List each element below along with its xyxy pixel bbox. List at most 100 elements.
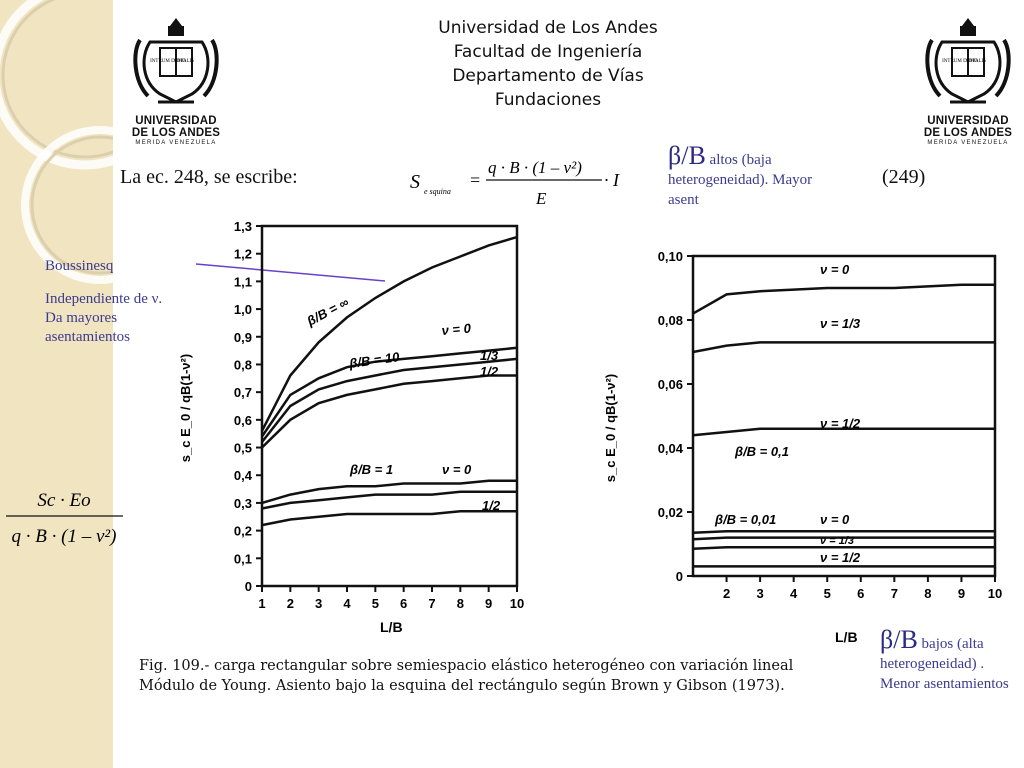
logo-text-de-los-andes: DE LOS ANDES — [131, 127, 221, 139]
x-axis-label: L/B — [380, 619, 403, 635]
y-tick-label: 1,2 — [234, 247, 252, 262]
y-tick-label: 0,9 — [234, 330, 252, 345]
formula-lhs-subscript: e squina — [424, 187, 451, 196]
x-tick-label: 10 — [510, 596, 524, 611]
equation-number: (249) — [882, 166, 926, 188]
curve-label-one: β/B = 1 — [349, 462, 393, 477]
x-tick-label: 4 — [790, 586, 798, 601]
book-right-text: SOTALIS — [966, 59, 986, 64]
x-tick-label: 2 — [287, 596, 294, 611]
x-tick-label: 3 — [315, 596, 322, 611]
y-tick-label: 0,3 — [234, 496, 252, 511]
curve-label-nu0bot: ν = 0 — [820, 512, 850, 527]
curve-label-nu13a: 1/3 — [480, 348, 499, 363]
figure-caption: Fig. 109.- carga rectangular sobre semie… — [139, 658, 794, 694]
curve-label-nu13: ν = 1/3 — [820, 316, 861, 331]
formula-equals: = — [470, 170, 480, 190]
y-tick-label: 0,4 — [234, 468, 253, 483]
series-line-2 — [692, 341, 995, 354]
series-line-6 — [692, 545, 995, 551]
y-tick-label: 0 — [245, 579, 252, 594]
series-line-1 — [260, 235, 518, 432]
header-faculty: Facultad de Ingeniería — [453, 42, 643, 62]
curve-label-nu12bot: ν = 1/2 — [820, 550, 861, 565]
formula-denominator: E — [535, 189, 547, 206]
curve-label-nu13bot: ν = 1/3 — [820, 535, 854, 547]
y-tick-label: 0,7 — [234, 385, 252, 400]
x-axis-label: L/B — [835, 629, 858, 645]
logo-text-universidad: UNIVERSIDAD — [927, 115, 1009, 127]
chart-high-heterogeneity: 0 0,1 0,2 0,3 0,4 0,5 0,6 0,7 0,8 0,9 1,0 1,1 1,2 1,3… — [178, 219, 524, 635]
y-tick-label: 0,2 — [234, 524, 252, 539]
y-axis-label: s_c E_0 / qB(1-ν²) — [178, 354, 193, 462]
settlement-formula: S e squina = q · B · (1 – ν²) E · I — [410, 158, 620, 206]
series-line-7 — [261, 509, 517, 527]
header-course: Fundaciones — [494, 90, 602, 110]
curve-label-nu12: ν = 1/2 — [820, 416, 861, 431]
annotation-low-beta-text: bajos (alta heterogeneidad) . Menor asen… — [880, 636, 1009, 692]
curve-label-nu12a: 1/2 — [480, 364, 499, 379]
y-tick-label: 0,06 — [658, 377, 683, 392]
series-line-1 — [692, 283, 995, 315]
series-line-4 — [692, 529, 995, 535]
x-tick-label: 8 — [924, 586, 931, 601]
logo-text-merida: MERIDA VENEZUELA — [135, 140, 217, 146]
x-tick-label: 5 — [824, 586, 831, 601]
curve-label-nu0top: ν = 0 — [820, 262, 850, 277]
independence-note: Independiente de ν. Da mayores asentamie… — [45, 291, 163, 345]
plot-frame — [691, 254, 997, 578]
curve-label-nu0b: ν = 0 — [442, 462, 472, 477]
chart-low-heterogeneity: 0 0,02 0,04 0,06 0,08 0,10 2 3 4 5 6 7 8 9 10 L/B s_c E_… — [603, 249, 1002, 645]
university-logo-right: INTRUM DEMO SOTALIS UNIVERSIDAD DE LOS A… — [922, 12, 1014, 152]
y-tick-label: 0,8 — [234, 357, 252, 372]
x-tick-label: 10 — [988, 586, 1002, 601]
x-tick-label: 6 — [857, 586, 864, 601]
logo-text-de-los-andes: DE LOS ANDES — [923, 127, 1013, 139]
formula-lhs: S — [410, 171, 420, 193]
x-tick-label: 2 — [723, 586, 730, 601]
annotation-high-beta-text: altos (baja heterogeneidad). Mayor asent — [668, 152, 813, 208]
header-university: Universidad de Los Andes — [438, 18, 658, 38]
x-tick-label: 5 — [372, 596, 379, 611]
boussinesq-label: Boussinesq — [45, 258, 114, 274]
annotation-low-beta: β/B bajos (alta heterogeneidad) . Menor … — [880, 627, 1020, 694]
y-tick-label: 0,04 — [658, 441, 684, 456]
lhs-denominator: q · B · (1 – ν²) — [12, 526, 117, 547]
intro-text: La ec. 248, se escribe: — [120, 166, 298, 188]
y-tick-label: 0,10 — [658, 249, 683, 264]
lhs-numerator: Sc · Eo — [37, 490, 90, 511]
book-left-text: INTRUM DEMO — [942, 59, 978, 64]
y-tick-label: 0,6 — [234, 413, 252, 428]
formula-numerator: q · B · (1 – ν²) — [488, 158, 582, 177]
x-tick-label: 3 — [756, 586, 763, 601]
curve-label-ten: β/B = 10 — [347, 349, 401, 371]
x-tick-label: 9 — [958, 586, 965, 601]
series-line-4 — [261, 374, 517, 449]
formula-tail: · I — [604, 170, 620, 190]
beta-over-b-symbol: β/B — [880, 625, 918, 654]
header-department: Departamento de Vías — [452, 66, 644, 86]
curve-label-b001: β/B = 0,01 — [714, 512, 776, 527]
x-tick-label: 4 — [343, 596, 351, 611]
logo-text-merida: MERIDA VENEZUELA — [927, 140, 1009, 146]
y-tick-label: 0,08 — [658, 313, 683, 328]
x-tick-label: 8 — [457, 596, 464, 611]
series-line-6 — [261, 490, 517, 510]
x-tick-label: 7 — [428, 596, 435, 611]
y-tick-label: 0,5 — [234, 441, 252, 456]
university-crest-icon: INTRUM DEMO SOTALIS — [925, 18, 1011, 104]
book-left-text: INTRUM DEMO — [150, 59, 186, 64]
series-line-3 — [692, 427, 995, 437]
university-logo-left: INTRUM DEMO SOTALIS UNIVERSIDAD DE LOS A… — [130, 12, 222, 152]
decorative-sidebar — [0, 0, 113, 768]
university-crest-icon: INTRUM DEMO SOTALIS — [133, 18, 219, 104]
x-tick-label: 7 — [891, 586, 898, 601]
y-tick-label: 0,1 — [234, 551, 252, 566]
curve-label-b01: β/B = 0,1 — [734, 444, 789, 459]
y-tick-label: 1,3 — [234, 219, 252, 234]
x-tick-label: 9 — [485, 596, 492, 611]
normalized-settlement-fraction: Sc · Eo q · B · (1 – ν²) — [6, 490, 123, 547]
y-tick-label: 0,02 — [658, 505, 683, 520]
logo-text-universidad: UNIVERSIDAD — [135, 115, 217, 127]
beta-over-b-symbol: β/B — [668, 141, 706, 170]
